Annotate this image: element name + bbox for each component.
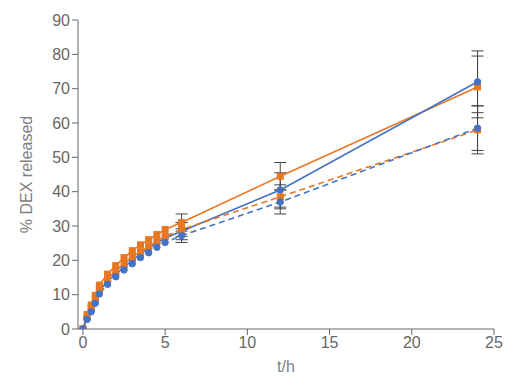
svg-text:0: 0 [61, 321, 70, 338]
svg-text:90: 90 [52, 12, 70, 29]
svg-text:0: 0 [78, 334, 87, 351]
svg-text:50: 50 [52, 149, 70, 166]
svg-text:60: 60 [52, 115, 70, 132]
svg-text:30: 30 [52, 218, 70, 235]
svg-text:5: 5 [161, 334, 170, 351]
svg-text:80: 80 [52, 46, 70, 63]
svg-text:70: 70 [52, 80, 70, 97]
svg-text:t/h: t/h [277, 358, 295, 375]
svg-text:25: 25 [485, 334, 503, 351]
svg-text:20: 20 [403, 334, 421, 351]
svg-text:40: 40 [52, 183, 70, 200]
svg-text:% DEX released: % DEX released [18, 116, 35, 233]
svg-text:15: 15 [321, 334, 339, 351]
svg-text:10: 10 [238, 334, 256, 351]
svg-text:20: 20 [52, 252, 70, 269]
svg-text:10: 10 [52, 286, 70, 303]
